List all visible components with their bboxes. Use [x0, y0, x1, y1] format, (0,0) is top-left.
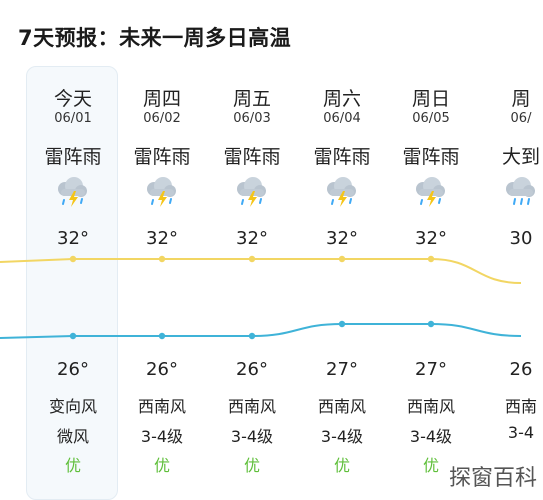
- high-temp-point: [338, 255, 346, 263]
- condition-label: 雷阵雨: [44, 146, 102, 168]
- air-quality: 优: [422, 456, 439, 475]
- low-temp-point: [69, 332, 77, 340]
- high-temp: 32°: [326, 228, 358, 249]
- condition-label: 大到: [501, 146, 540, 168]
- low-temp-point: [427, 320, 435, 328]
- high-temp-point: [427, 255, 435, 263]
- high-temp: 32°: [415, 228, 447, 249]
- air-quality: 优: [333, 456, 350, 475]
- wind-direction: 西南: [504, 397, 537, 416]
- air-quality: 优: [64, 456, 81, 475]
- high-temp: 32°: [236, 228, 268, 249]
- low-temp: 26: [509, 359, 533, 380]
- date-label: 06/05: [412, 111, 450, 126]
- date-label: 06/: [510, 111, 532, 126]
- low-temp-point: [338, 320, 346, 328]
- day-label: 今天: [53, 88, 92, 110]
- day-label: 周日: [411, 88, 450, 110]
- thunderstorm-icon: [58, 177, 87, 207]
- wind-level: 3-4级: [140, 427, 184, 446]
- date-label: 06/03: [233, 111, 271, 126]
- wind-level: 3-4级: [320, 427, 364, 446]
- high-temp-line: [0, 257, 522, 284]
- air-quality: 优: [243, 456, 260, 475]
- condition-label: 雷阵雨: [313, 146, 371, 168]
- low-temp: 26°: [57, 359, 89, 380]
- high-temp-point: [248, 255, 256, 263]
- wind-direction: 西南风: [137, 397, 186, 416]
- wind-level: 3-4级: [230, 427, 274, 446]
- high-temp-point: [69, 255, 77, 263]
- thunderstorm-icon: [327, 177, 356, 207]
- thunderstorm-icon: [237, 177, 266, 207]
- low-temp: 26°: [146, 359, 178, 380]
- wind-level: 3-4: [507, 423, 535, 442]
- day-label: 周: [511, 88, 531, 110]
- condition-label: 雷阵雨: [133, 146, 191, 168]
- day-label: 周五: [232, 88, 271, 110]
- low-temp: 27°: [415, 359, 447, 380]
- day-label: 周六: [322, 88, 361, 110]
- low-temp-point: [248, 332, 256, 340]
- day-label: 周四: [142, 88, 181, 110]
- high-temp-point: [158, 255, 166, 263]
- page-title: 7天预报：未来一周多日高温: [18, 26, 292, 50]
- date-label: 06/01: [54, 111, 92, 126]
- low-temp-point: [158, 332, 166, 340]
- thunderstorm-icon: [147, 177, 176, 207]
- air-quality: 优: [153, 456, 170, 475]
- wind-direction: 西南风: [317, 397, 366, 416]
- low-temp: 26°: [236, 359, 268, 380]
- wind-level: 3-4级: [409, 427, 453, 446]
- high-temp: 32°: [57, 228, 89, 249]
- date-label: 06/04: [323, 111, 361, 126]
- thunderstorm-icon: [416, 177, 445, 207]
- low-temp: 27°: [326, 359, 358, 380]
- low-temp-line: [0, 322, 522, 339]
- rain-icon: [506, 177, 535, 205]
- wind-direction: 西南风: [406, 397, 455, 416]
- watermark: 探窗百科: [446, 460, 539, 492]
- wind-direction: 西南风: [227, 397, 276, 416]
- condition-label: 雷阵雨: [223, 146, 281, 168]
- wind-level: 微风: [56, 427, 89, 446]
- high-temp: 32°: [146, 228, 178, 249]
- condition-label: 雷阵雨: [402, 146, 460, 168]
- date-label: 06/02: [143, 111, 181, 126]
- wind-direction: 变向风: [48, 397, 97, 416]
- today-highlight: [26, 66, 118, 500]
- high-temp: 30: [509, 228, 533, 249]
